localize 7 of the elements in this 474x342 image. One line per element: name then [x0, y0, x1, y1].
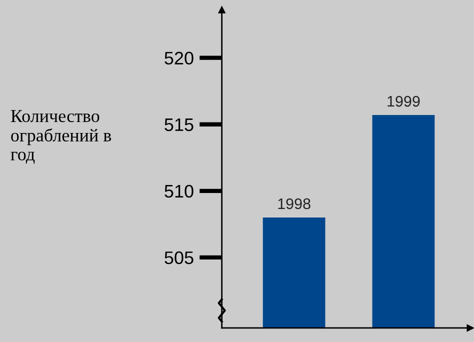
- y-tick-label: 515: [164, 118, 194, 132]
- y-axis-title: Количество ограблений в год: [10, 110, 112, 164]
- x-tick-label: 1998: [278, 198, 310, 210]
- x-tick-label: 1999: [388, 96, 420, 107]
- y-tick-label: 520: [164, 52, 194, 65]
- y-tick-label: 510: [164, 184, 194, 198]
- y-tick-label: 505: [164, 251, 194, 264]
